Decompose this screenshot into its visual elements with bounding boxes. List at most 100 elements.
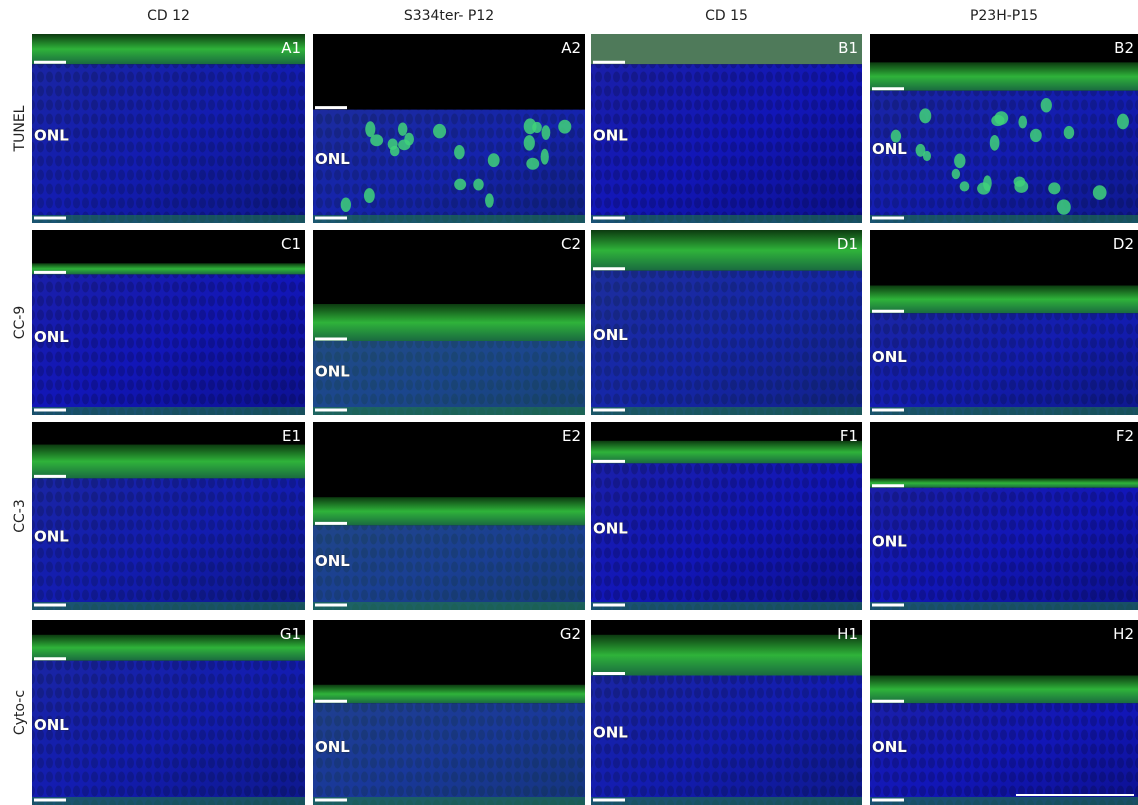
micrograph-panel: E2 ONL [313,422,585,610]
panel-id: G2 [560,625,581,643]
tunel-cell [1040,97,1052,113]
cell-texture [313,703,585,805]
micrograph-panel: F2 ONL [870,422,1138,610]
panel-id: B1 [838,39,858,57]
panel-id: F1 [840,427,858,445]
cell-texture [32,64,305,224]
green-tint [32,660,305,805]
bottom-edge [313,215,585,223]
tunel-cell [363,188,375,204]
green-layer [870,62,1138,91]
panel-id: E1 [282,427,301,445]
column-header: CD 15 [705,8,748,24]
layer-label: ONL [872,348,907,366]
panel-id: C1 [281,235,301,253]
bottom-edge [32,797,305,805]
tunel-cell [540,148,549,165]
micrograph-panel: A1 ONL [32,34,305,224]
tunel-cell [977,182,991,195]
tunel-cell [523,135,535,151]
micrograph-panel: A2 ONL [313,34,585,223]
micrograph-panel: B2 ONL [870,34,1138,223]
micrograph-panel: C1 ONL [32,230,305,415]
tunel-cell [890,129,902,143]
cell-texture [591,270,862,415]
layer-label: ONL [34,126,69,144]
green-layer [32,444,305,479]
layer-label: ONL [872,738,907,756]
bottom-edge [313,797,585,805]
cell-texture [32,478,305,610]
bottom-edge [870,407,1138,415]
panel-id: B2 [1114,39,1134,57]
panel-id: H2 [1113,625,1134,643]
green-layer [32,34,305,65]
green-layer [32,263,305,275]
green-tint [313,525,585,610]
bottom-edge [32,602,305,610]
layer-label: ONL [34,716,69,734]
tunel-cell [994,111,1009,125]
panel-id: H1 [837,625,858,643]
layer-label: ONL [593,520,628,538]
green-layer [591,34,862,65]
green-layer [870,285,1138,314]
bottom-edge [870,215,1138,223]
layer-label: ONL [34,528,69,546]
green-layer [870,478,1138,488]
cell-texture [870,313,1138,415]
micrograph-panel: H2 ONL [870,620,1138,805]
tunel-cell [989,134,1000,151]
green-tint [870,313,1138,415]
tunel-cell [541,125,551,140]
tunel-cell [1063,125,1075,140]
tunel-cell [915,143,926,157]
bottom-edge [591,602,862,610]
tunel-cell [340,197,352,212]
cell-texture [591,64,862,224]
green-tint [32,64,305,224]
bottom-edge [591,407,862,415]
panel-id: D2 [1113,235,1134,253]
green-layer [591,230,862,271]
cell-texture [32,660,305,805]
tunel-cell [959,181,970,192]
tunel-cell [1014,180,1029,193]
tunel-cell [397,122,408,136]
micrograph-panel: C2 ONL [313,230,585,415]
micrograph-panel: B1 ONL [591,34,862,224]
tunel-cell [404,132,415,146]
bottom-edge [870,602,1138,610]
green-layer [313,684,585,704]
tunel-cell [487,153,500,168]
green-tint [313,341,585,415]
bottom-edge [870,797,1138,805]
tunel-cell [558,119,572,134]
tunel-cell [1048,182,1061,195]
cell-texture [870,703,1138,805]
green-layer [870,675,1138,704]
green-layer [591,440,862,464]
cell-texture [313,525,585,610]
tunel-cell [454,144,465,160]
layer-label: ONL [872,532,907,550]
micrograph-panel: D2 ONL [870,230,1138,415]
green-layer [591,634,862,676]
layer-label: ONL [593,126,628,144]
green-tint [32,478,305,610]
bottom-edge [591,215,862,223]
cell-texture [870,487,1138,610]
tunel-cell [1018,115,1028,129]
bottom-edge [32,215,305,223]
layer-label: ONL [315,738,350,756]
cell-texture [591,463,862,610]
green-layer [313,304,585,341]
cell-texture [313,341,585,415]
layer-label: ONL [34,328,69,346]
tunel-cell [1092,185,1107,200]
layer-label: ONL [315,150,350,168]
row-label: Cyto-c [12,690,28,735]
panel-id: A1 [281,39,301,57]
tunel-cell [387,138,398,150]
